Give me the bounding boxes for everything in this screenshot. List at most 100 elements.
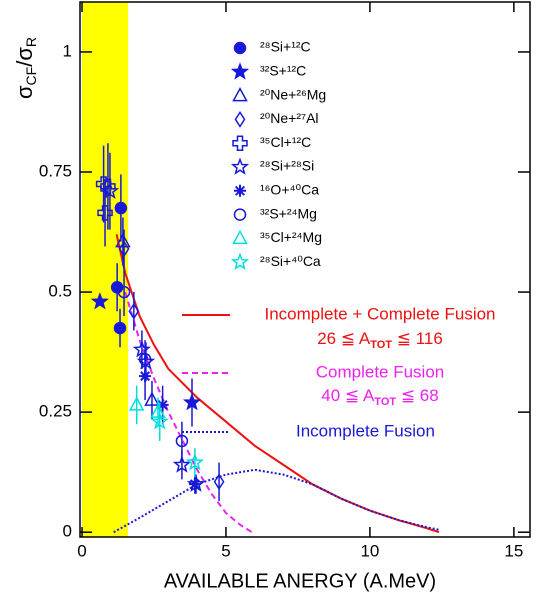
marker bbox=[213, 473, 225, 491]
y-tick-label: 0 bbox=[63, 522, 72, 541]
legend-label: ²⁰Ne+²⁶Mg bbox=[260, 86, 326, 102]
legend-entry: ³⁵Cl+¹²C bbox=[232, 134, 311, 151]
data-point bbox=[113, 308, 127, 348]
legend-range-part: TOT bbox=[370, 339, 392, 351]
legend-label: ²⁸Si+¹²C bbox=[260, 39, 311, 55]
marker bbox=[185, 452, 205, 471]
data-point bbox=[144, 380, 160, 420]
y-axis-label-part: R bbox=[23, 37, 39, 47]
legend-label: Incomplete + Complete Fusion bbox=[264, 304, 495, 323]
marker bbox=[232, 135, 248, 151]
legend-label: ³²S+²⁴Mg bbox=[260, 205, 317, 221]
marker bbox=[233, 208, 247, 221]
marker bbox=[138, 353, 152, 366]
x-tick-label: 0 bbox=[77, 541, 86, 560]
marker bbox=[230, 157, 250, 175]
y-tick-label: 0.5 bbox=[48, 282, 72, 301]
marker bbox=[186, 474, 206, 492]
legend-range-part: ≦ 116 bbox=[392, 329, 443, 348]
data-point bbox=[128, 292, 140, 331]
legend-entry: ²⁸Si+²⁸Si bbox=[230, 157, 314, 175]
data-point bbox=[118, 229, 130, 269]
data-point bbox=[188, 474, 201, 494]
y-tick-label: 1 bbox=[63, 41, 72, 60]
marker bbox=[115, 233, 131, 248]
x-axis-label: AVAILABLE ANERGY (A.MeV) bbox=[164, 570, 436, 592]
curve-legend-entry: Incomplete + Complete Fusion 26 ≦ ATOT ≦ … bbox=[182, 304, 496, 351]
marker bbox=[144, 391, 160, 406]
plot-area bbox=[82, 2, 440, 537]
marker bbox=[230, 252, 250, 271]
data-point bbox=[185, 448, 205, 477]
marker bbox=[234, 111, 246, 128]
curve-legend-entry: Complete Fusion 40 ≦ ATOT ≦ 68 bbox=[182, 362, 445, 408]
legend-entry: ³²S+¹²C bbox=[230, 62, 306, 80]
shaded-region bbox=[82, 2, 129, 537]
data-point bbox=[110, 263, 124, 312]
y-axis-label: σCF/σR bbox=[12, 37, 39, 99]
marker bbox=[230, 62, 250, 80]
x-tick-label: 15 bbox=[504, 541, 523, 560]
marker bbox=[232, 87, 248, 102]
legend-label: ³⁵Cl+¹²C bbox=[260, 134, 311, 150]
marker bbox=[114, 201, 128, 215]
plot-frame bbox=[79, 1, 531, 538]
data-point bbox=[114, 174, 128, 242]
marker bbox=[128, 302, 140, 320]
marker bbox=[100, 181, 120, 200]
legend-entry: ²⁰Ne+²⁷Al bbox=[234, 110, 319, 128]
data-point bbox=[150, 402, 169, 441]
legend-label: ²⁰Ne+²⁷Al bbox=[260, 110, 319, 126]
legend-label: ³²S+¹²C bbox=[260, 63, 306, 79]
legend-label: ¹⁶O+⁴⁰Ca bbox=[260, 182, 319, 198]
data-point bbox=[175, 421, 189, 461]
data-point bbox=[90, 292, 109, 310]
data-point bbox=[138, 340, 152, 379]
marker bbox=[188, 478, 201, 491]
marker bbox=[90, 292, 109, 310]
legend-entry: ²⁸Si+¹²C bbox=[233, 39, 311, 55]
y-axis-label-part: CF bbox=[23, 67, 39, 86]
marker bbox=[172, 455, 192, 473]
fit-curve bbox=[124, 291, 253, 534]
data-point bbox=[100, 152, 120, 230]
marker bbox=[156, 398, 169, 411]
fit-curve bbox=[113, 468, 440, 534]
fit-curve bbox=[115, 234, 440, 534]
legend-entry: ³²S+²⁴Mg bbox=[233, 205, 317, 221]
data-point bbox=[115, 217, 131, 266]
data-point bbox=[213, 462, 225, 501]
x-tick-label: 5 bbox=[221, 541, 230, 560]
marker bbox=[232, 229, 248, 245]
marker bbox=[175, 434, 189, 448]
y-axis-label-part: σ bbox=[12, 85, 37, 99]
marker bbox=[118, 240, 130, 258]
legend-range: 26 ≦ ATOT ≦ 116 bbox=[317, 329, 443, 350]
marker bbox=[182, 392, 202, 411]
marker bbox=[132, 340, 152, 358]
legend-range-part: TOT bbox=[374, 396, 396, 408]
legend-range-part: 26 ≦ A bbox=[317, 329, 371, 348]
legend-label: ²⁸Si+⁴⁰Ca bbox=[260, 253, 321, 269]
marker bbox=[128, 396, 145, 411]
data-point bbox=[132, 330, 152, 369]
y-tick-label: 0.75 bbox=[39, 161, 72, 180]
x-tick-label: 10 bbox=[360, 541, 379, 560]
legend-range-part: 40 ≦ A bbox=[321, 386, 375, 405]
legend-entry: ¹⁶O+⁴⁰Ca bbox=[234, 182, 319, 198]
legend-label: ³⁵Cl+²⁴Mg bbox=[260, 229, 322, 245]
legend-range: 40 ≦ ATOT ≦ 68 bbox=[321, 386, 438, 407]
marker bbox=[233, 41, 247, 55]
marker bbox=[234, 184, 246, 197]
marker bbox=[117, 285, 131, 299]
data-point bbox=[128, 385, 145, 425]
legend-label: Incomplete Fusion bbox=[296, 421, 435, 440]
y-axis-label-part: /σ bbox=[12, 47, 37, 67]
y-tick-label: 0.25 bbox=[39, 402, 72, 421]
curve-legend-entry: Incomplete Fusion bbox=[182, 421, 435, 440]
legend-range-part: ≦ 68 bbox=[396, 386, 439, 405]
marker bbox=[150, 412, 169, 430]
legend-label: Complete Fusion bbox=[316, 362, 445, 381]
legend-entry: ²⁸Si+⁴⁰Ca bbox=[230, 252, 321, 271]
